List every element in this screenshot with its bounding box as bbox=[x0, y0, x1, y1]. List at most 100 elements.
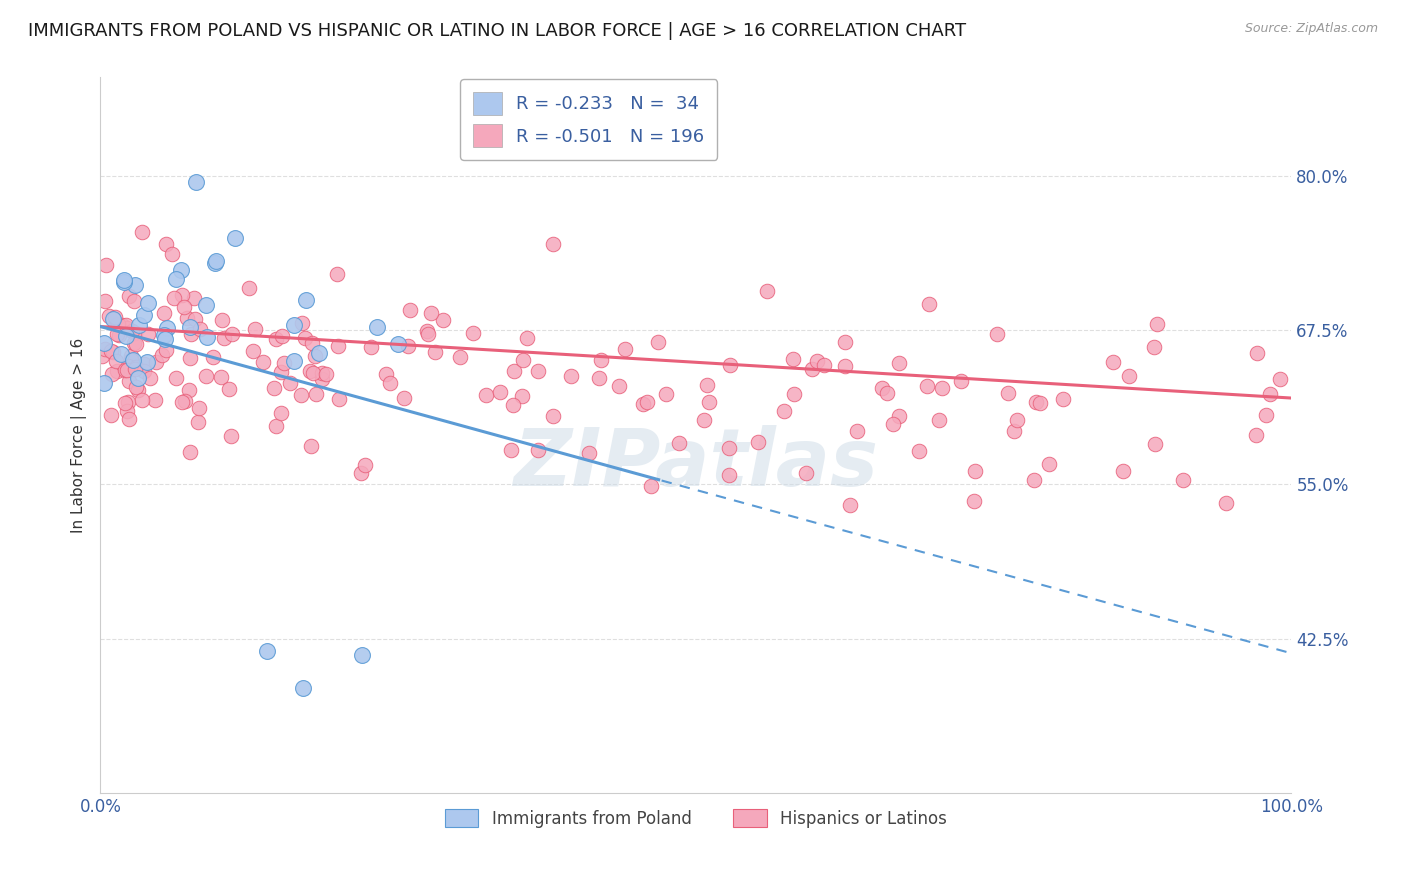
Point bbox=[204, 253, 226, 268]
Point bbox=[1038, 457, 1060, 471]
Point bbox=[499, 442, 522, 457]
Point bbox=[134, 364, 156, 378]
Point bbox=[139, 371, 162, 385]
Point bbox=[125, 380, 148, 394]
Point bbox=[195, 329, 218, 343]
Point bbox=[834, 335, 856, 350]
Point bbox=[264, 333, 287, 347]
Point bbox=[696, 378, 718, 392]
Point bbox=[122, 335, 145, 350]
Text: ZIPatlas: ZIPatlas bbox=[513, 425, 879, 503]
Point bbox=[541, 236, 564, 251]
Point bbox=[463, 326, 485, 340]
Point bbox=[221, 429, 243, 443]
Point bbox=[188, 401, 211, 416]
Point bbox=[308, 346, 330, 360]
Point bbox=[105, 317, 128, 331]
Point bbox=[212, 331, 235, 345]
Point bbox=[1101, 354, 1123, 368]
Point bbox=[806, 354, 828, 368]
Point bbox=[1244, 428, 1267, 442]
Point bbox=[655, 386, 678, 401]
Point bbox=[125, 359, 148, 374]
Point bbox=[931, 381, 953, 395]
Point bbox=[589, 352, 612, 367]
Point bbox=[908, 443, 931, 458]
Point bbox=[302, 367, 325, 381]
Point bbox=[432, 312, 454, 326]
Point bbox=[271, 329, 294, 343]
Point bbox=[813, 358, 835, 372]
Point bbox=[301, 336, 323, 351]
Point bbox=[1025, 394, 1047, 409]
Point bbox=[107, 317, 129, 331]
Point bbox=[194, 298, 217, 312]
Point bbox=[105, 354, 128, 368]
Point bbox=[224, 231, 246, 245]
Point bbox=[132, 357, 155, 371]
Point bbox=[105, 327, 128, 342]
Point bbox=[91, 349, 114, 363]
Point bbox=[1143, 340, 1166, 354]
Point bbox=[124, 362, 146, 376]
Point bbox=[187, 415, 209, 429]
Point bbox=[963, 464, 986, 478]
Point bbox=[838, 498, 860, 512]
Point bbox=[772, 403, 794, 417]
Point bbox=[165, 370, 187, 384]
Point bbox=[94, 293, 117, 308]
Point bbox=[263, 381, 285, 395]
Point bbox=[131, 225, 153, 239]
Point bbox=[108, 327, 131, 342]
Point bbox=[541, 409, 564, 424]
Point bbox=[179, 445, 201, 459]
Point bbox=[270, 365, 292, 379]
Point bbox=[640, 479, 662, 493]
Point bbox=[387, 336, 409, 351]
Point bbox=[173, 394, 195, 409]
Point bbox=[578, 445, 600, 459]
Point bbox=[782, 352, 804, 367]
Point bbox=[294, 293, 316, 307]
Point bbox=[607, 379, 630, 393]
Point bbox=[188, 321, 211, 335]
Point bbox=[502, 364, 524, 378]
Point bbox=[449, 350, 471, 364]
Point bbox=[352, 648, 374, 662]
Point bbox=[184, 175, 207, 189]
Point bbox=[156, 321, 179, 335]
Point bbox=[516, 331, 538, 345]
Point bbox=[305, 386, 328, 401]
Point bbox=[326, 268, 349, 282]
Point bbox=[783, 387, 806, 401]
Point bbox=[1029, 396, 1052, 410]
Point bbox=[1052, 392, 1074, 406]
Point bbox=[93, 376, 115, 390]
Point bbox=[889, 409, 911, 423]
Point bbox=[117, 395, 139, 409]
Text: IMMIGRANTS FROM POLAND VS HISPANIC OR LATINO IN LABOR FORCE | AGE > 16 CORRELATI: IMMIGRANTS FROM POLAND VS HISPANIC OR LA… bbox=[28, 22, 966, 40]
Point bbox=[1118, 369, 1140, 384]
Point bbox=[179, 383, 201, 397]
Point bbox=[315, 368, 337, 382]
Point bbox=[127, 371, 149, 385]
Point bbox=[882, 417, 904, 432]
Point bbox=[221, 327, 243, 342]
Point bbox=[101, 344, 124, 359]
Point bbox=[512, 353, 534, 368]
Point bbox=[128, 318, 150, 332]
Point bbox=[170, 394, 193, 409]
Point bbox=[103, 312, 125, 326]
Point bbox=[299, 364, 322, 378]
Point bbox=[245, 322, 267, 336]
Point bbox=[588, 371, 610, 385]
Point bbox=[613, 343, 636, 357]
Point bbox=[145, 355, 167, 369]
Point bbox=[1246, 345, 1268, 359]
Point bbox=[283, 354, 305, 368]
Point bbox=[270, 406, 292, 420]
Point bbox=[121, 324, 143, 338]
Point bbox=[1258, 386, 1281, 401]
Point bbox=[378, 376, 401, 390]
Point bbox=[115, 321, 138, 335]
